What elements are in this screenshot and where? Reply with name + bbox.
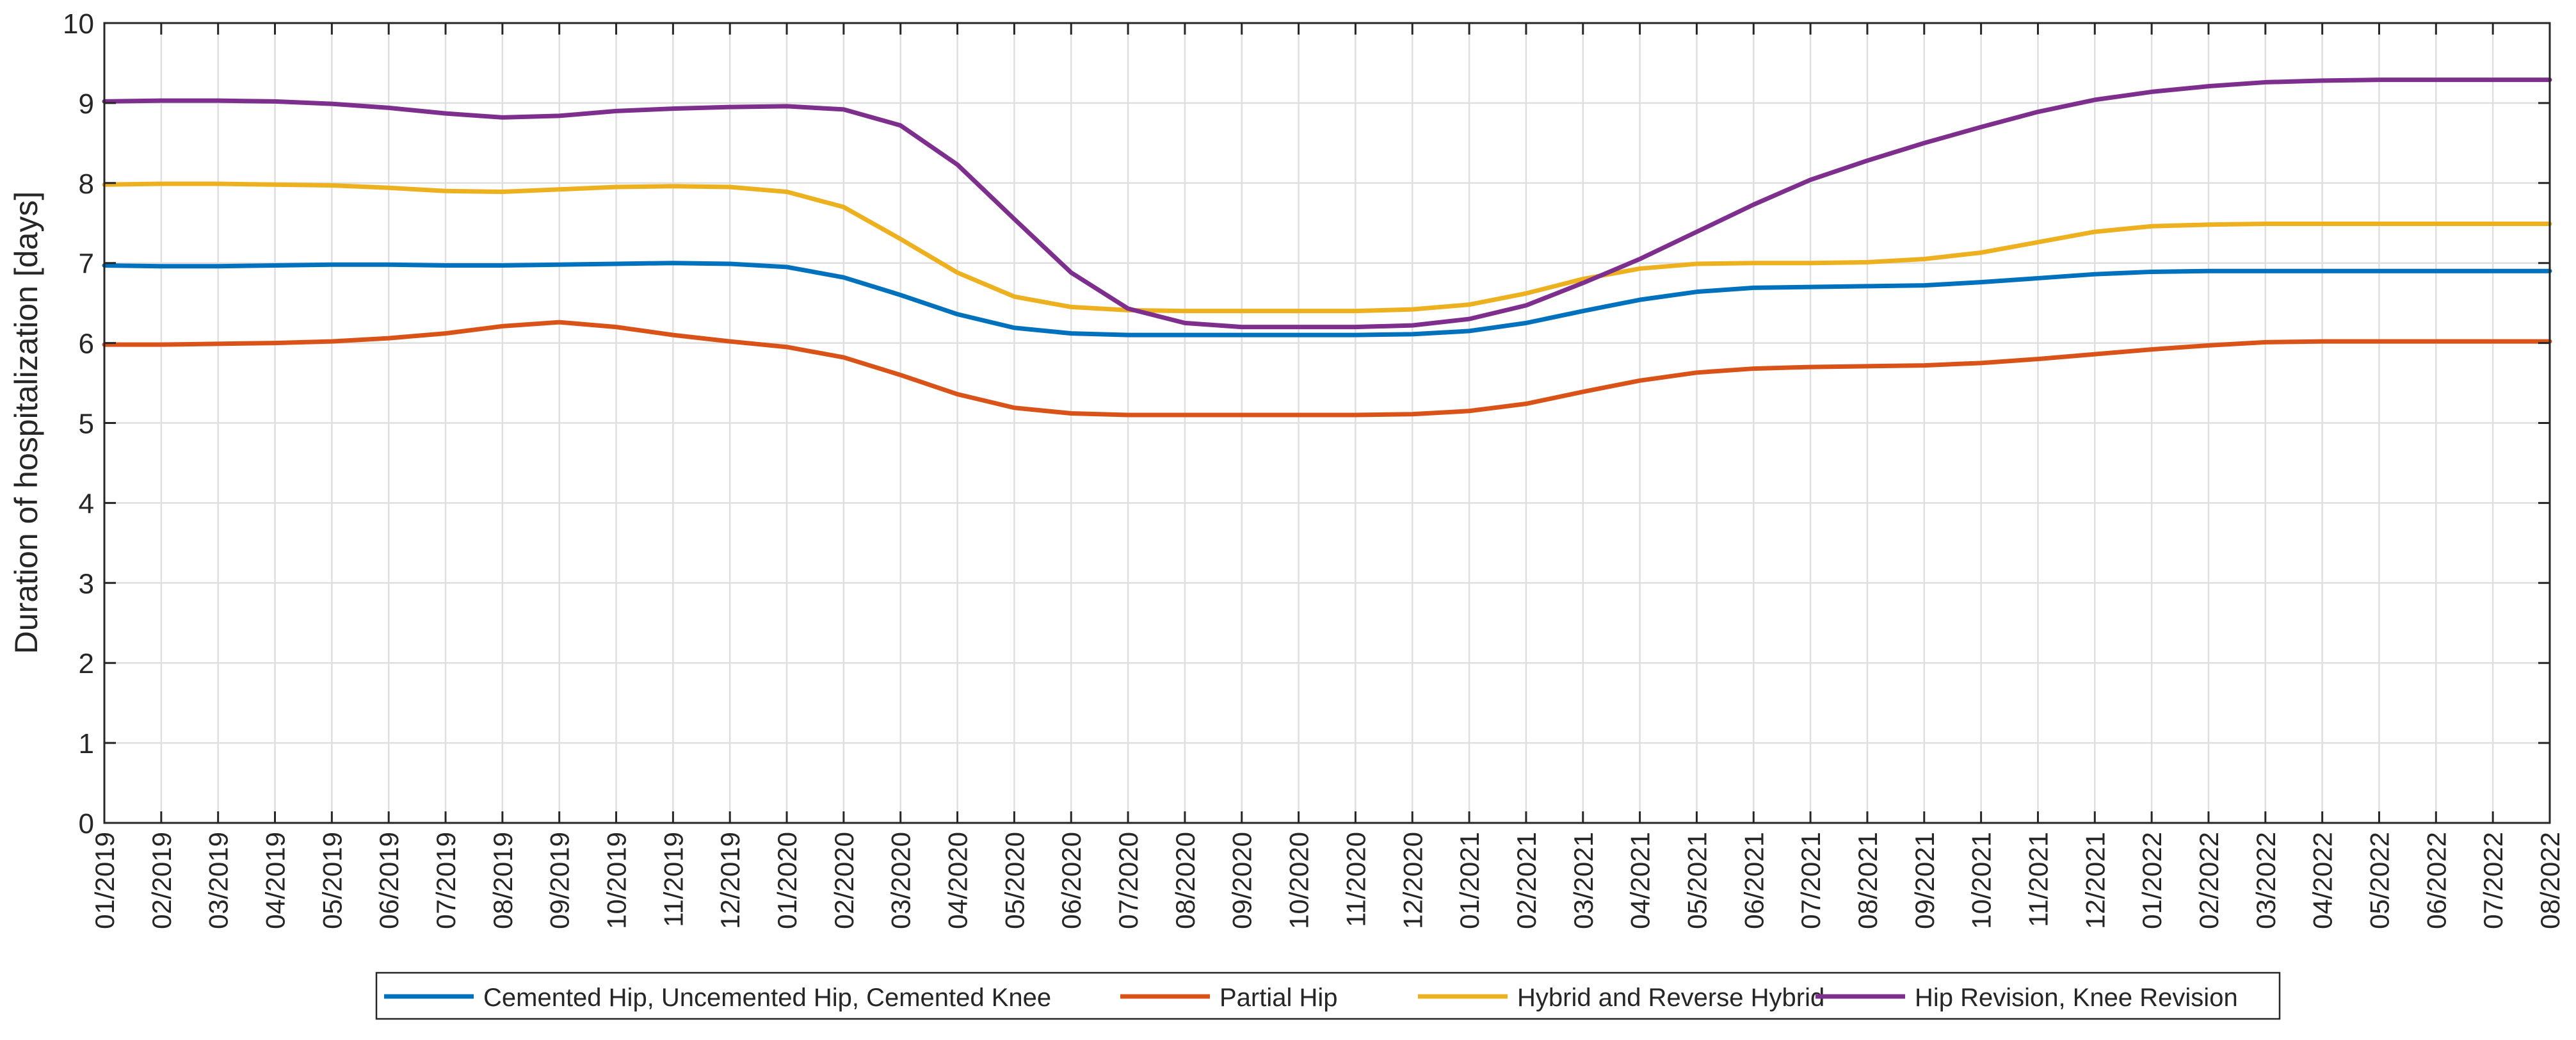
x-tick-label: 05/2021 — [1682, 832, 1712, 929]
y-tick-label: 10 — [63, 8, 94, 40]
legend-label: Cemented Hip, Uncemented Hip, Cemented K… — [483, 984, 1051, 1012]
legend: Cemented Hip, Uncemented Hip, Cemented K… — [375, 971, 2281, 1020]
y-tick-label: 0 — [79, 808, 94, 840]
y-tick-label: 6 — [79, 329, 94, 360]
x-tick-label: 09/2020 — [1227, 832, 1257, 929]
y-tick-label: 7 — [79, 248, 94, 280]
y-tick-label: 8 — [79, 168, 94, 200]
legend-label: Hip Revision, Knee Revision — [1915, 984, 2238, 1012]
x-tick-label: 05/2019 — [317, 832, 347, 929]
series-lines — [102, 77, 2552, 418]
x-tick-label: 02/2022 — [2194, 832, 2224, 929]
x-tick-label: 11/2021 — [2023, 832, 2053, 927]
x-tick-label: 10/2020 — [1284, 832, 1314, 929]
x-tick-label: 04/2019 — [261, 832, 291, 929]
x-tick-label: 12/2021 — [2080, 832, 2110, 929]
x-tick-label: 02/2021 — [1511, 832, 1542, 929]
x-tick-label: 08/2020 — [1170, 832, 1200, 929]
y-tick-label: 2 — [79, 648, 94, 679]
x-tick-label: 01/2020 — [772, 832, 802, 929]
x-tick-label: 08/2019 — [488, 832, 518, 929]
x-tick-label: 06/2020 — [1056, 832, 1086, 929]
x-tick-label: 06/2022 — [2421, 832, 2451, 929]
x-tick-label: 09/2019 — [545, 832, 575, 929]
series-line-4 — [102, 77, 2552, 330]
y-tick-label: 1 — [79, 728, 94, 760]
legend-label: Partial Hip — [1220, 984, 1338, 1012]
y-tick-label: 3 — [79, 568, 94, 599]
x-tick-label: 02/2019 — [147, 832, 177, 929]
x-tick-label: 06/2021 — [1739, 832, 1769, 929]
y-axis-title: Duration of hospitalization [days] — [8, 191, 44, 654]
x-tick-label: 02/2020 — [829, 832, 859, 929]
y-tick-label: 9 — [79, 88, 94, 120]
x-tick-label: 11/2019 — [658, 832, 688, 927]
x-tick-label: 09/2021 — [1910, 832, 1940, 929]
x-tick-label: 05/2020 — [999, 832, 1029, 929]
series-line-2 — [102, 320, 2552, 418]
x-tick-label: 01/2019 — [90, 832, 120, 929]
x-tick-label: 10/2021 — [1967, 832, 1997, 929]
x-tick-label: 03/2020 — [886, 832, 916, 929]
x-tick-label: 07/2021 — [1796, 832, 1826, 929]
y-tick-label: 5 — [79, 409, 94, 440]
y-tick-label: 4 — [79, 488, 94, 519]
x-tick-label: 08/2021 — [1853, 832, 1883, 929]
x-tick-label: 01/2021 — [1454, 832, 1485, 929]
x-tick-label: 04/2020 — [943, 832, 973, 929]
x-tick-label: 12/2020 — [1397, 832, 1428, 929]
x-tick-label: 03/2022 — [2251, 832, 2281, 929]
series-line-1 — [102, 261, 2552, 337]
x-tick-label: 03/2021 — [1568, 832, 1598, 929]
axis-ticks — [103, 22, 2551, 824]
x-tick-labels: 01/2019 02/2019 03/2019 04/2019 05/2019 06/20… — [90, 832, 2565, 929]
x-tick-label: 04/2021 — [1625, 832, 1655, 929]
x-tick-label: 07/2019 — [431, 832, 461, 929]
x-tick-label: 06/2019 — [374, 832, 404, 929]
x-tick-label: 11/2020 — [1340, 832, 1371, 927]
y-tick-labels: 0 1 2 3 4 5 6 7 8 9 10 — [63, 8, 94, 840]
legend-box — [375, 971, 2281, 1020]
x-tick-label: 10/2019 — [602, 832, 632, 929]
series-line-3 — [102, 181, 2552, 314]
x-tick-label: 08/2022 — [2535, 832, 2565, 929]
x-tick-label: 01/2022 — [2137, 832, 2167, 929]
x-tick-label: 07/2022 — [2478, 832, 2508, 929]
x-tick-label: 04/2022 — [2308, 832, 2338, 929]
x-tick-label: 03/2019 — [204, 832, 234, 929]
x-tick-label: 07/2020 — [1113, 832, 1143, 929]
x-tick-label: 12/2019 — [715, 832, 745, 929]
legend-label: Hybrid and Reverse Hybrid — [1517, 984, 1824, 1012]
x-tick-label: 05/2022 — [2364, 832, 2394, 929]
